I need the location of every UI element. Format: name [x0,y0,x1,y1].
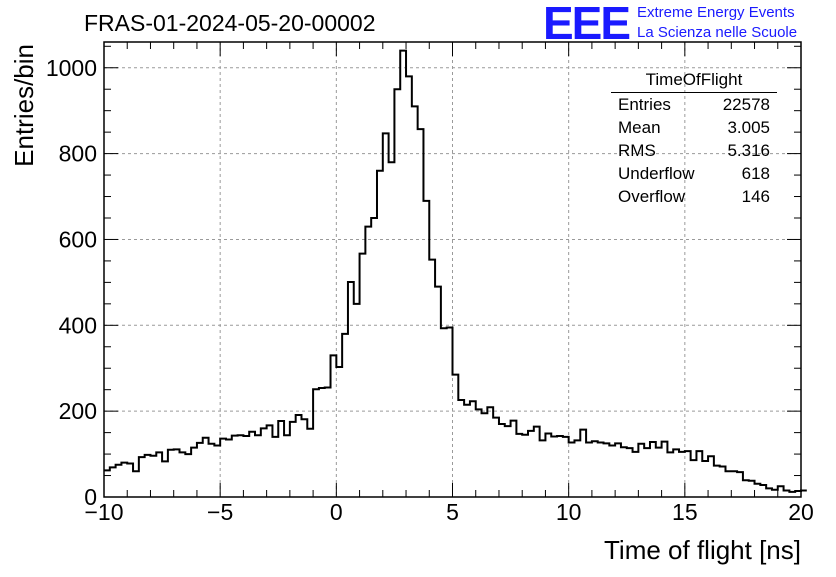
stats-value: 146 [741,187,770,206]
x-axis-label: Time of flight [ns] [604,535,801,565]
logo-line-1: Extreme Energy Events [637,4,795,21]
stats-label: Mean [618,118,661,137]
stats-label: Underflow [618,164,695,183]
stats-label: Entries [618,95,671,114]
stats-box: TimeOfFlight Entries 22578 Mean 3.005 RM… [611,70,777,208]
eee-logo: EEE [543,0,631,49]
y-tick-label: 1000 [46,55,97,81]
stats-row-underflow: Underflow 618 [611,162,777,185]
y-tick-label: 200 [59,398,97,424]
plot-title: FRAS-01-2024-05-20-00002 [84,10,376,36]
x-tick-label: 0 [330,499,343,525]
stats-row-entries: Entries 22578 [611,93,777,116]
stats-label: RMS [618,141,656,160]
y-tick-label: 800 [59,141,97,167]
y-axis-label: Entries/bin [9,44,39,167]
stats-row-rms: RMS 5.316 [611,139,777,162]
stats-row-overflow: Overflow 146 [611,185,777,208]
stats-value: 618 [741,164,770,183]
grid-lines [104,42,801,497]
stats-value: 22578 [722,95,770,114]
axis-ticks [103,42,802,498]
x-tick-label: −10 [84,499,123,525]
y-tick-label: 0 [84,484,97,510]
y-tick-label: 600 [59,226,97,252]
x-tick-label: 20 [788,499,814,525]
stats-value: 5.316 [727,141,770,160]
stats-value: 3.005 [727,118,770,137]
stats-title: TimeOfFlight [611,70,777,93]
stats-row-mean: Mean 3.005 [611,116,777,139]
x-tick-label: −5 [207,499,233,525]
y-tick-label: 400 [59,312,97,338]
x-tick-label: 5 [446,499,459,525]
histogram-series-line [104,49,807,493]
x-tick-label: 10 [556,499,582,525]
x-tick-label: 15 [672,499,698,525]
logo-line-2: La Scienza nelle Scuole [637,24,798,41]
stats-label: Overflow [618,187,686,206]
